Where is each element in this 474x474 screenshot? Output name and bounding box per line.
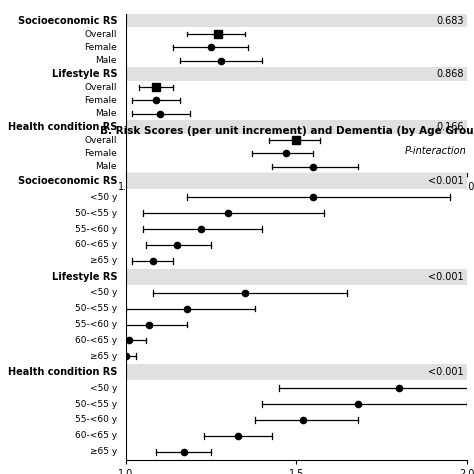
- Text: 0.868: 0.868: [436, 69, 464, 79]
- Text: 0.683: 0.683: [436, 16, 464, 26]
- Bar: [126, 160, 467, 173]
- Text: B. Risk Scores (per unit increment) and Dementia (by Age Groups): B. Risk Scores (per unit increment) and …: [100, 126, 474, 136]
- Text: Female: Female: [84, 149, 117, 158]
- Bar: [126, 67, 467, 81]
- Text: Health condition RS: Health condition RS: [8, 367, 117, 377]
- Bar: [126, 332, 467, 348]
- Bar: [126, 285, 467, 301]
- Text: 60-<65 y: 60-<65 y: [75, 336, 117, 345]
- Bar: [126, 120, 467, 134]
- Text: Female: Female: [84, 43, 117, 52]
- Text: Female: Female: [84, 96, 117, 105]
- Text: 55-<60 y: 55-<60 y: [75, 320, 117, 329]
- Bar: [126, 107, 467, 120]
- Text: P-interaction: P-interaction: [405, 146, 467, 156]
- Bar: [126, 380, 467, 396]
- Text: 50-<55 y: 50-<55 y: [75, 304, 117, 313]
- Text: Male: Male: [96, 56, 117, 65]
- Text: Socioeconomic RS: Socioeconomic RS: [18, 16, 117, 26]
- Text: <0.001: <0.001: [428, 367, 464, 377]
- Text: Overall: Overall: [84, 29, 117, 38]
- Text: <0.001: <0.001: [428, 272, 464, 282]
- Text: Overall: Overall: [84, 136, 117, 145]
- Text: Male: Male: [96, 162, 117, 171]
- Text: ≥65 y: ≥65 y: [90, 256, 117, 265]
- Bar: [126, 173, 467, 189]
- Text: ≥65 y: ≥65 y: [90, 352, 117, 361]
- Bar: [126, 189, 467, 205]
- Text: Lifestyle RS: Lifestyle RS: [52, 272, 117, 282]
- Bar: [126, 253, 467, 269]
- Bar: [126, 54, 467, 67]
- Text: <0.001: <0.001: [428, 176, 464, 186]
- Bar: [126, 348, 467, 365]
- Text: Socioeconomic RS: Socioeconomic RS: [18, 176, 117, 186]
- Text: 55-<60 y: 55-<60 y: [75, 416, 117, 425]
- Bar: [126, 94, 467, 107]
- Text: Overall: Overall: [84, 82, 117, 91]
- Text: Lifestyle RS: Lifestyle RS: [52, 69, 117, 79]
- Text: 50-<55 y: 50-<55 y: [75, 400, 117, 409]
- Bar: [126, 396, 467, 412]
- Bar: [126, 269, 467, 285]
- Bar: [126, 147, 467, 160]
- Text: Male: Male: [96, 109, 117, 118]
- Bar: [126, 444, 467, 460]
- Bar: [126, 428, 467, 444]
- Text: 50-<55 y: 50-<55 y: [75, 209, 117, 218]
- Text: 60-<65 y: 60-<65 y: [75, 240, 117, 249]
- X-axis label: Hazard Ratio (95% Confidence Interval): Hazard Ratio (95% Confidence Interval): [180, 198, 413, 208]
- Text: <50 y: <50 y: [90, 288, 117, 297]
- Text: ≥65 y: ≥65 y: [90, 447, 117, 456]
- Text: 60-<65 y: 60-<65 y: [75, 431, 117, 440]
- Bar: [126, 205, 467, 221]
- Bar: [126, 237, 467, 253]
- Bar: [126, 301, 467, 317]
- Bar: [126, 317, 467, 332]
- Bar: [126, 81, 467, 94]
- Bar: [126, 14, 467, 27]
- Bar: [126, 412, 467, 428]
- Bar: [126, 221, 467, 237]
- Text: 0.166: 0.166: [436, 122, 464, 132]
- Bar: [126, 134, 467, 147]
- Text: <50 y: <50 y: [90, 193, 117, 202]
- Bar: [126, 365, 467, 380]
- Bar: [126, 41, 467, 54]
- Text: Health condition RS: Health condition RS: [8, 122, 117, 132]
- Text: 55-<60 y: 55-<60 y: [75, 225, 117, 234]
- Text: <50 y: <50 y: [90, 383, 117, 392]
- Bar: [126, 27, 467, 41]
